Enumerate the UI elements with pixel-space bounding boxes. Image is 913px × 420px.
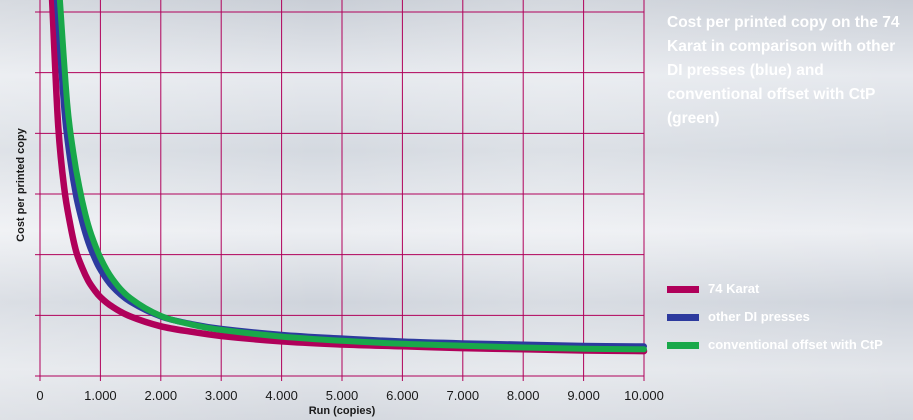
legend-item-74-karat: 74 Karat [667,278,907,306]
legend-item-other-di-presses: other DI presses [667,306,907,334]
legend-swatch [667,286,699,293]
x-tick-label: 6.000 [386,388,419,403]
x-tick-labels: 0 1.000 2.000 3.000 4.000 5.000 6.000 7.000 8.00… [36,388,664,403]
legend-label: other DI presses [708,309,810,324]
x-tick-label: 10.000 [624,388,664,403]
x-tick-label: 4.000 [265,388,298,403]
legend-label: conventional offset with CtP [708,337,883,352]
x-tick-label: 3.000 [205,388,238,403]
legend: 74 Karat other DI presses conventional o… [667,278,907,378]
x-tick-label: 1.000 [84,388,117,403]
x-tick-label: 2.000 [145,388,178,403]
x-tick-label: 5.000 [326,388,359,403]
y-axis-label: Cost per printed copy [15,128,27,242]
x-tick-label: 8.000 [507,388,540,403]
chart-title: Cost per printed copy on the 74 Karat in… [667,14,900,127]
series-line-other-di-presses [53,0,647,350]
legend-item-conventional-offset: conventional offset with CtP [667,334,907,378]
x-tick-label: 7.000 [447,388,480,403]
series-line-conventional-offset [56,0,647,353]
chart-grid [35,0,645,381]
legend-swatch [667,342,699,349]
series-line-74-karat [48,0,648,355]
legend-swatch [667,314,699,321]
legend-label: 74 Karat [708,281,760,296]
series-lines [48,0,648,355]
x-axis-label: Run (copies) [309,405,376,417]
y-axis-label-wrap: Cost per printed copy [11,0,31,370]
x-tick-label: 9.000 [567,388,600,403]
x-tick-label: 0 [36,388,43,403]
